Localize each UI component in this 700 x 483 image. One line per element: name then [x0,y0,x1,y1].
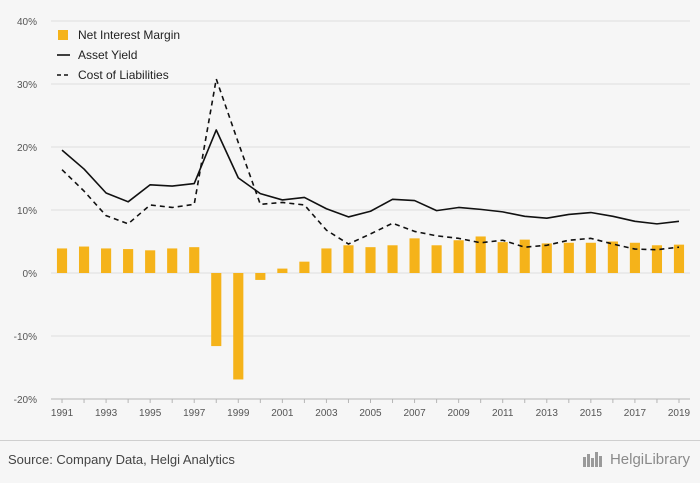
x-tick-label: 2019 [668,408,691,419]
bar [277,268,288,273]
bar [145,250,156,273]
bar [585,242,596,273]
bar [497,242,508,273]
line-series [61,78,680,251]
y-tick-label: 0% [23,269,38,280]
bar [56,248,68,273]
x-tick-label: 2017 [624,408,647,419]
y-tick-label: 30% [17,80,37,91]
footer: Source: Company Data, Helgi Analytics He… [0,440,700,483]
bar [321,248,332,273]
bar [387,245,398,273]
bar [409,238,420,273]
bar [233,273,244,380]
bar [167,248,178,273]
bar [607,241,618,273]
bar [541,243,552,273]
x-tick-label: 1997 [183,408,206,419]
brand-logo: HelgiLibrary [582,449,690,469]
legend-swatch-bar [58,30,68,40]
library-icon [582,452,602,467]
legend-label: Net Interest Margin [78,28,180,42]
x-tick-label: 1993 [95,408,118,419]
bar [519,239,530,273]
bar [563,242,574,273]
legend-label: Cost of Liabilities [78,68,169,82]
y-tick-label: -10% [14,332,37,343]
x-tick-label: 1999 [227,408,250,419]
x-tick-label: 2007 [403,408,426,419]
x-tick-label: 2013 [536,408,559,419]
x-tick-label: 2015 [580,408,603,419]
bar [475,236,486,273]
x-tick-label: 1991 [51,408,74,419]
x-tick-label: 2001 [271,408,294,419]
bar [101,248,112,273]
y-tick-label: -20% [14,395,37,406]
y-tick-label: 20% [17,143,37,154]
bar [123,249,134,273]
legend: Net Interest Margin Asset Yield Cost of Li… [57,28,180,82]
bar [431,245,442,273]
asset-yield-line [61,129,680,225]
bar [78,246,90,273]
x-tick-label: 2003 [315,408,338,419]
x-tick-label: 1995 [139,408,162,419]
bar [211,273,222,347]
y-tick-label: 10% [17,206,37,217]
bar [365,247,376,273]
cost-of-liabilities-line [61,78,680,251]
bar [299,261,310,273]
x-tick-label: 2005 [359,408,382,419]
bar [673,244,685,273]
x-tick-label: 2009 [448,408,471,419]
bar [651,245,663,273]
bar [453,240,464,273]
source-note: Source: Company Data, Helgi Analytics [8,452,235,467]
axes: 40% 30% 20% 10% 0% -10% -20% 1991 1993 1995 1997 19… [14,17,691,419]
brand-name: HelgiLibrary [609,450,690,468]
legend-label: Asset Yield [78,48,137,62]
bar [255,273,266,280]
chart: 40% 30% 20% 10% 0% -10% -20% 1991 1993 1995 1997 19… [14,17,691,419]
bar [629,242,640,273]
x-tick-label: 2011 [492,408,514,419]
y-tick-label: 40% [17,17,37,28]
bar [343,245,354,273]
bar [189,247,200,273]
bar-series [56,236,685,380]
